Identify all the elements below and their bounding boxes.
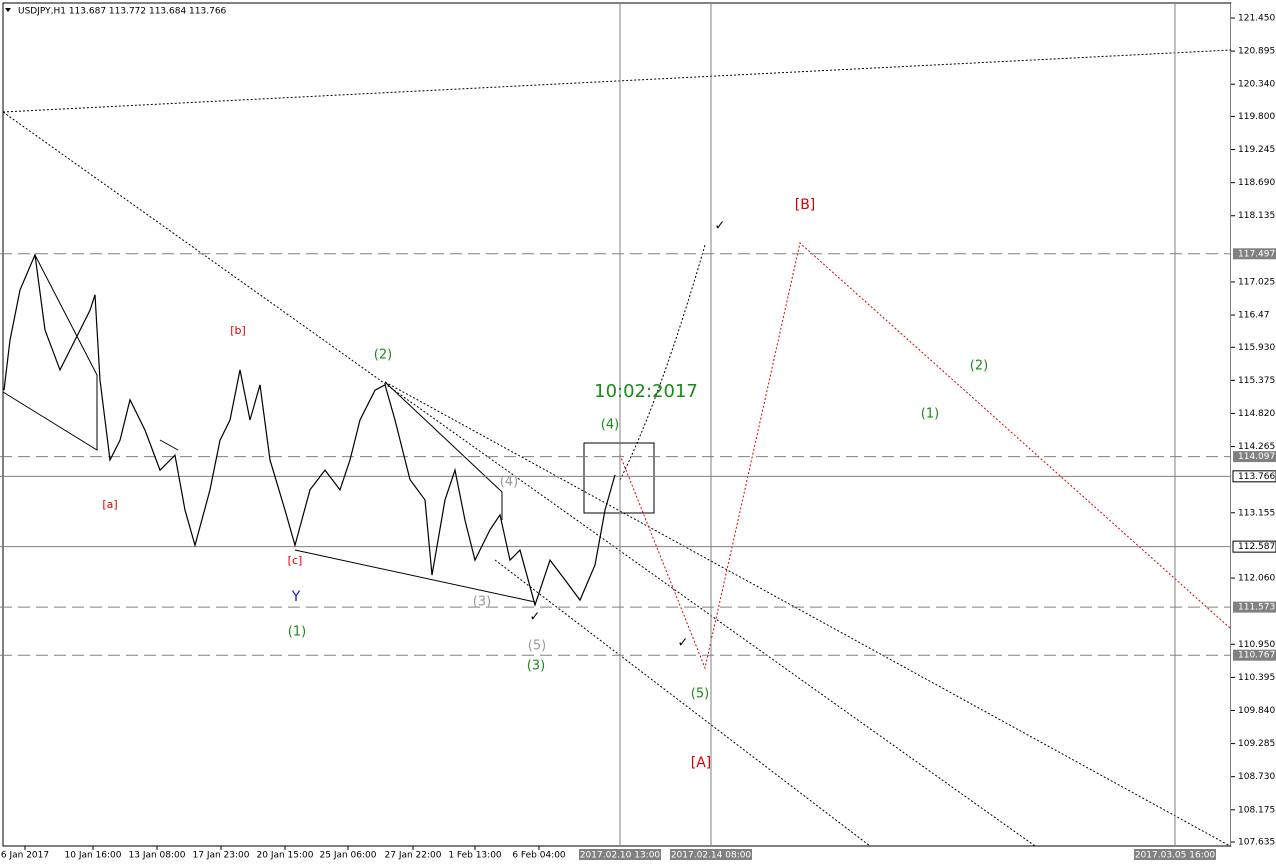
y-tick-label: 109.285 [1238, 739, 1275, 749]
price-axis [1231, 3, 1276, 846]
wave-label: (3) [473, 595, 491, 610]
wave-label: [A] [691, 755, 712, 771]
level-label: 111.573 [1238, 603, 1275, 613]
wave-label: 10:02:2017 [594, 381, 698, 402]
y-tick-label: 113.155 [1238, 508, 1275, 518]
wave-label: (4) [601, 418, 619, 433]
projection-path [619, 242, 1231, 670]
marker-label-bg [1134, 849, 1216, 860]
y-tick-label: 118.690 [1238, 178, 1275, 188]
wave-label: [a] [102, 498, 117, 511]
y-tick-label: 112.060 [1238, 574, 1275, 584]
x-tick-label: 17 Jan 23:00 [193, 851, 250, 861]
x-tick-label: 27 Jan 22:00 [385, 851, 442, 861]
marker-label: 2017.03.05 16:00 [1135, 851, 1216, 861]
y-tick-label: 114.820 [1238, 409, 1275, 419]
level-label: 117.497 [1238, 249, 1275, 259]
wave-label: [b] [230, 324, 246, 337]
marker-label-bg [579, 849, 661, 860]
x-tick-label: 10 Jan 16:00 [65, 851, 122, 861]
y-tick-label: 120.895 [1238, 47, 1275, 57]
wave-label: Y [291, 589, 301, 605]
y-tick-label: 119.800 [1238, 112, 1275, 122]
wave-channels [2, 254, 655, 603]
y-tick-label: 121.450 [1238, 14, 1275, 24]
marker-label: 2017.02.14 08:00 [671, 851, 752, 861]
y-tick-label: 115.375 [1238, 376, 1275, 386]
wave-label: [B] [795, 197, 816, 213]
wave-label: ✓ [678, 636, 689, 651]
x-tick-label: 6 Jan 2017 [1, 851, 49, 861]
wave-label: (5) [528, 639, 546, 654]
wave-label: [c] [288, 554, 303, 567]
y-tick-label: 116.47 [1238, 311, 1270, 321]
level-label: 110.767 [1238, 651, 1275, 661]
title-arrow [5, 8, 11, 12]
trend-lines [2, 49, 1232, 847]
level-label-bg [1233, 248, 1276, 260]
y-tick-label: 110.950 [1238, 640, 1275, 650]
wave-label: (5) [691, 687, 709, 702]
x-tick-label: 25 Jan 06:00 [320, 851, 377, 861]
wave-label: (2) [374, 348, 392, 363]
level-label: 113.766 [1238, 472, 1275, 482]
y-tick-label: 120.340 [1238, 80, 1275, 90]
y-tick-label: 107.635 [1238, 838, 1275, 848]
marker-label: 2017.02.10 13:00 [580, 851, 661, 861]
y-tick-label: 114.265 [1238, 442, 1275, 452]
wave-label: ✓ [715, 219, 726, 234]
level-label-bg [1232, 540, 1276, 553]
wave-label: ✓ [530, 610, 541, 625]
chart-title: USDJPY,H1 113.687 113.772 113.684 113.76… [18, 7, 227, 17]
y-tick-label: 109.840 [1238, 706, 1275, 716]
y-tick-label: 118.135 [1238, 211, 1275, 221]
y-tick-label: 108.175 [1238, 805, 1275, 815]
wave-label: (3) [527, 659, 545, 674]
x-tick-label: 20 Jan 15:00 [257, 851, 314, 861]
wave-label: (1) [288, 625, 306, 640]
x-tick-label: 13 Jan 08:00 [129, 851, 186, 861]
level-label-bg [1232, 470, 1276, 483]
level-label: 112.587 [1238, 542, 1275, 552]
wave-label: (1) [921, 407, 939, 422]
level-label-bg [1233, 601, 1276, 613]
x-tick-label: 1 Feb 13:00 [448, 851, 502, 861]
y-tick-label: 108.730 [1238, 772, 1275, 782]
price-line [3, 252, 616, 607]
y-tick-label: 115.930 [1238, 343, 1275, 353]
y-tick-label: 119.245 [1238, 145, 1275, 155]
level-label: 114.097 [1238, 452, 1275, 462]
y-tick-label: 117.025 [1238, 277, 1275, 287]
level-label-bg [1233, 451, 1276, 463]
marker-label-bg [670, 849, 752, 860]
wave-label: (4) [500, 475, 518, 490]
wave-label: (2) [970, 359, 988, 374]
y-tick-label: 110.395 [1238, 673, 1275, 683]
level-label-bg [1233, 649, 1276, 661]
x-tick-label: 6 Feb 04:00 [512, 851, 566, 861]
